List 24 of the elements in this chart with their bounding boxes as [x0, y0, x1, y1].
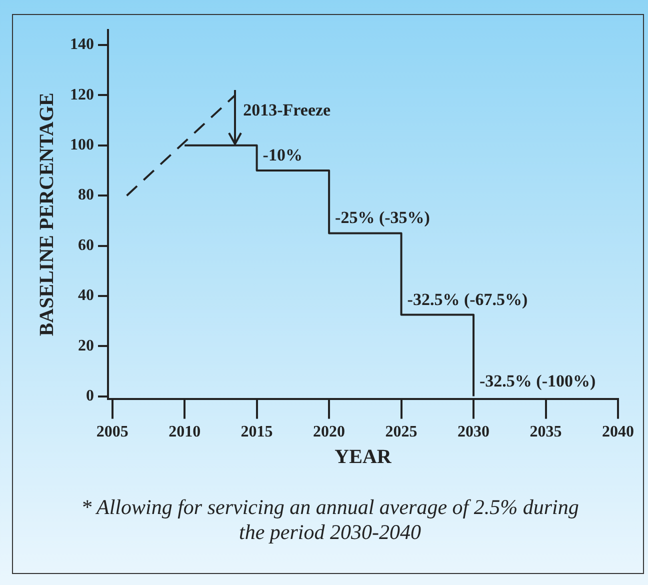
- y-tick-label: 120: [70, 86, 94, 104]
- x-tick-label: 2025: [385, 424, 418, 441]
- annotation: 2013-Freeze: [243, 100, 332, 120]
- x-tick-label: 2020: [313, 424, 346, 441]
- annotation: -10%: [262, 145, 302, 164]
- x-tick-label: 2040: [602, 424, 634, 441]
- text: * Allowing for servicing an annual average of 2.5% during the period 2030-2040: [80, 495, 580, 545]
- y-axis-title: BASELINE PERCENTAGE: [36, 92, 58, 336]
- x-tick-label: 2030: [458, 424, 490, 441]
- annotation: -25% (-35%): [335, 208, 430, 228]
- y-tick-label: 100: [70, 136, 94, 154]
- x-tick-label: 2015: [240, 424, 273, 441]
- x-tick-label: 2010: [168, 424, 201, 441]
- y-tick-label: 140: [70, 36, 94, 54]
- y-tick-label: 80: [78, 186, 94, 204]
- annotation: -32.5% (-67.5%): [407, 290, 528, 309]
- x-axis-title: YEAR: [334, 446, 392, 468]
- x-tick-label: 2035: [530, 424, 562, 441]
- x-tick-label: 2005: [96, 424, 128, 441]
- y-tick-label: 40: [78, 287, 94, 304]
- y-tick-label: 20: [78, 337, 94, 354]
- annotation: -32.5% (-100%): [480, 371, 596, 390]
- y-tick-label: 0: [86, 387, 94, 404]
- y-tick-label: 60: [78, 236, 94, 254]
